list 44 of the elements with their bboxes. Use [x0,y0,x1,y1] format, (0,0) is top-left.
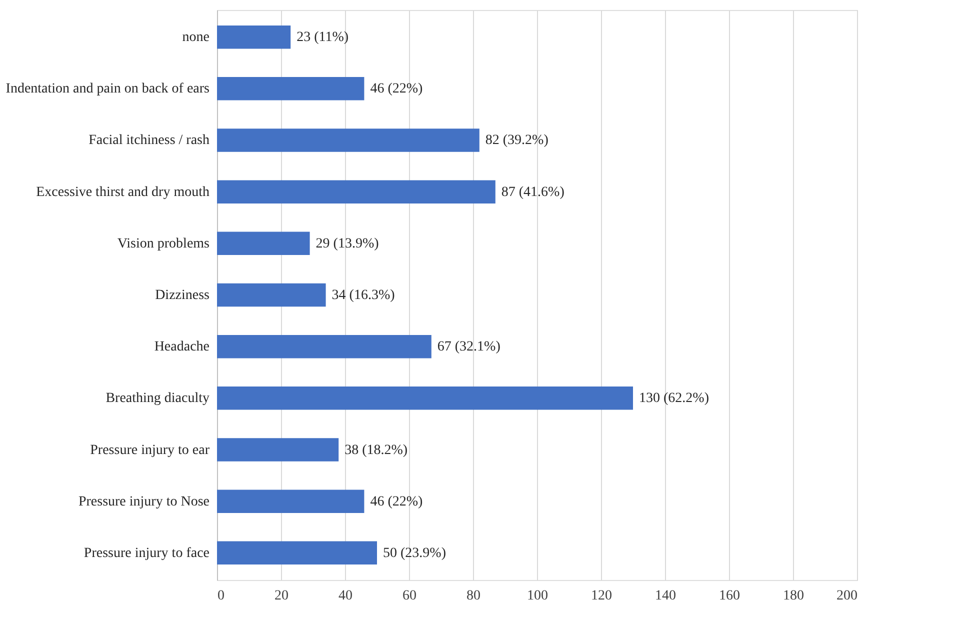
data-label: 46 (22%) [370,494,424,510]
data-label: 67 (32.1%) [437,340,501,355]
bar [217,283,326,307]
x-tick-label: 140 [655,588,676,604]
x-tick-label: 200 [836,588,858,604]
y-tick-label: Indentation and pain on back of ears [6,82,210,97]
bar [217,541,377,565]
x-tick-label: 20 [274,588,288,604]
y-tick-label: none [182,30,210,46]
bar [217,180,496,204]
x-tick-label: 40 [338,588,352,604]
bar [217,334,432,358]
bar [217,490,364,513]
y-tick-label: Headache [154,340,210,355]
bar [217,438,339,462]
bar [217,128,480,152]
data-label: 23 (11%) [296,30,349,46]
data-label: 82 (39.2%) [485,133,549,148]
y-tick-label: Pressure injury to Nose [78,494,210,510]
data-label: 50 (23.9%) [383,546,446,561]
y-tick-label: Vision problems [117,236,210,252]
data-label: 130 (62.2%) [639,391,710,406]
x-tick-label: 120 [591,588,612,604]
bar [217,386,633,410]
data-label: 38 (18.2%) [344,442,408,458]
x-tick-label: 100 [527,588,548,604]
data-label: 46 (22%) [370,82,424,97]
y-tick-label: Excessive thirst and dry mouth [36,184,210,200]
y-tick-label: Pressure injury to face [84,546,210,561]
data-label: 29 (13.9%) [316,236,380,252]
data-label: 87 (41.6%) [501,184,565,200]
data-label: 34 (16.3%) [332,288,396,303]
x-tick-label: 0 [218,588,224,604]
bar [217,232,310,256]
x-tick-label: 160 [719,588,740,604]
bar [217,25,291,49]
x-tick-label: 80 [466,588,480,604]
x-tick-label: 180 [783,588,804,604]
y-tick-label: Facial itchiness / rash [88,133,210,148]
y-tick-label: Pressure injury to ear [90,442,210,458]
y-tick-label: Dizziness [155,288,210,303]
y-tick-label: Breathing diaculty [106,391,210,406]
x-tick-label: 60 [402,588,416,604]
bar [217,77,364,100]
